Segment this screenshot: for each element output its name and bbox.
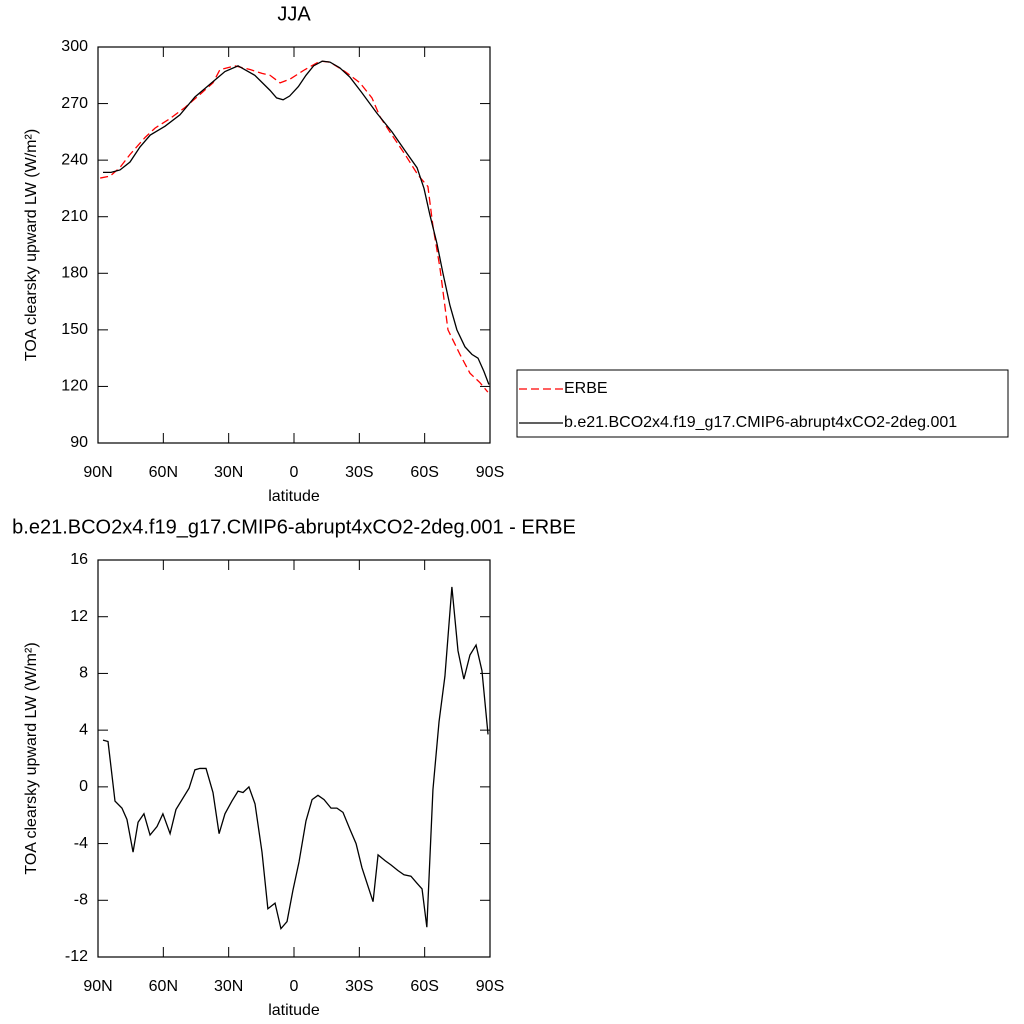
- y-tick-label: 180: [61, 265, 88, 282]
- x-tick-label: 30S: [345, 978, 373, 995]
- x-tick-label: 60N: [149, 978, 178, 995]
- legend-box: [516, 369, 1009, 438]
- x-tick-label: 90S: [476, 978, 504, 995]
- plot-frame: [97, 559, 491, 958]
- y-tick-label: 150: [61, 321, 88, 338]
- x-tick-label: 0: [290, 978, 299, 995]
- legend-label: b.e21.BCO2x4.f19_g17.CMIP6-abrupt4xCO2-2…: [564, 414, 957, 431]
- data-line: [100, 60, 489, 393]
- x-tick-label: 30S: [345, 464, 373, 481]
- x-tick-label: 60S: [410, 978, 438, 995]
- chart-title: b.e21.BCO2x4.f19_g17.CMIP6-abrupt4xCO2-2…: [12, 516, 576, 538]
- y-tick-label: 300: [61, 38, 88, 55]
- y-tick-label: 210: [61, 208, 88, 225]
- y-axis-label: TOA clearsky upward LW (W/m²): [23, 642, 40, 874]
- x-tick-label: 60N: [149, 464, 178, 481]
- y-tick-label: 0: [79, 778, 88, 795]
- x-tick-label: 30N: [214, 464, 243, 481]
- data-line: [103, 60, 490, 385]
- x-tick-label: 30N: [214, 978, 243, 995]
- y-tick-label: 240: [61, 151, 88, 168]
- y-axis-label: TOA clearsky upward LW (W/m²): [23, 129, 40, 361]
- y-tick-label: -4: [74, 835, 88, 852]
- y-tick-label: 90: [70, 434, 88, 451]
- chart-title: JJA: [277, 3, 311, 25]
- x-tick-label: 90N: [83, 464, 112, 481]
- y-tick-label: -8: [74, 892, 88, 909]
- y-tick-label: 270: [61, 95, 88, 112]
- x-axis-label: latitude: [268, 1002, 320, 1019]
- x-tick-label: 60S: [410, 464, 438, 481]
- x-tick-label: 0: [290, 464, 299, 481]
- x-tick-label: 90N: [83, 978, 112, 995]
- y-tick-label: 120: [61, 378, 88, 395]
- y-tick-label: 8: [79, 665, 88, 682]
- y-tick-label: 12: [70, 608, 88, 625]
- y-tick-label: -12: [65, 948, 88, 965]
- plot-frame: [97, 46, 491, 444]
- data-line: [102, 586, 489, 931]
- x-tick-label: 90S: [476, 464, 504, 481]
- x-axis-label: latitude: [268, 488, 320, 505]
- y-tick-label: 16: [70, 551, 88, 568]
- legend-label: ERBE: [564, 380, 608, 397]
- y-tick-label: 4: [79, 721, 88, 738]
